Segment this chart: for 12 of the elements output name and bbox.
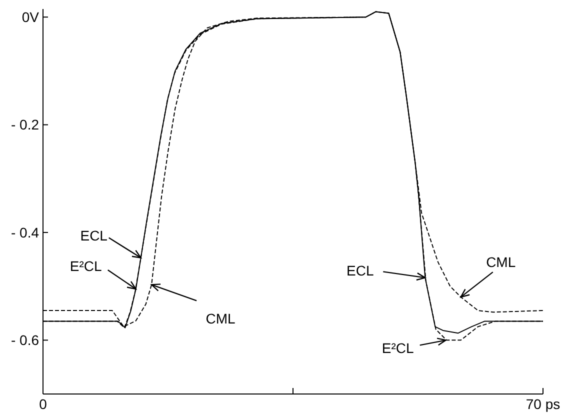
annotation: E²CL xyxy=(382,340,414,356)
x-tick-label: 0 xyxy=(39,396,48,412)
x-tick-label: 70 ps xyxy=(526,396,560,412)
y-tick-label: - 0.6 xyxy=(10,332,40,348)
y-tick-label: - 0.2 xyxy=(10,116,40,133)
annotation: CML xyxy=(486,254,516,270)
annotation: ECL xyxy=(80,228,108,244)
y-tick-label: 0V xyxy=(22,8,40,25)
annotation: CML xyxy=(206,310,236,327)
annotation: E²CL xyxy=(70,258,102,274)
annotation: ECL xyxy=(346,262,374,279)
y-tick-label: - 0.4 xyxy=(10,224,40,240)
